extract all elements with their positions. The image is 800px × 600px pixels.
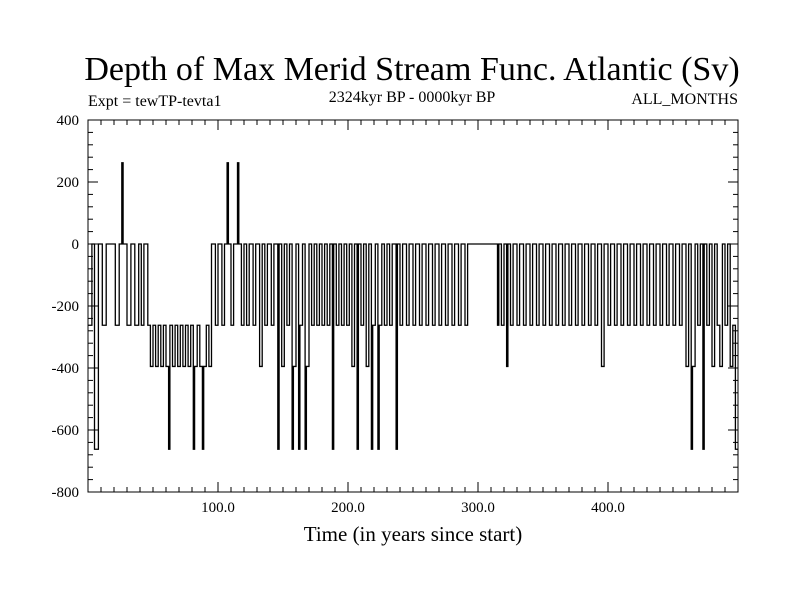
- data-series: [88, 162, 738, 450]
- plot-frame: [87, 119, 739, 493]
- experiment-label: Expt = tewTP-tevta1: [88, 93, 221, 110]
- y-tick-label: 400: [57, 113, 80, 129]
- x-tick-label: 100.0: [201, 500, 235, 516]
- chart-title: Depth of Max Merid Stream Func. Atlantic…: [84, 51, 739, 88]
- y-tick-label: 0: [72, 237, 80, 253]
- y-tick-label: -400: [52, 361, 80, 377]
- y-tick-label: -800: [52, 485, 80, 501]
- tick-labels: 100.0 200.0 300.0 400.0 400 200 0 -200 -400 -600 -…: [52, 113, 625, 516]
- y-tick-label: 200: [57, 175, 80, 191]
- series-line-0: [88, 162, 738, 450]
- x-tick-label: 400.0: [591, 500, 625, 516]
- x-axis-label: Time (in years since start): [304, 522, 523, 546]
- x-tick-label: 300.0: [461, 500, 495, 516]
- axis-ticks: [88, 120, 738, 492]
- x-tick-label: 200.0: [331, 500, 365, 516]
- months-label: ALL_MONTHS: [631, 91, 738, 108]
- time-range-label: 2324kyr BP - 0000kyr BP: [329, 89, 496, 106]
- y-tick-label: -600: [52, 423, 80, 439]
- y-tick-label: -200: [52, 299, 80, 315]
